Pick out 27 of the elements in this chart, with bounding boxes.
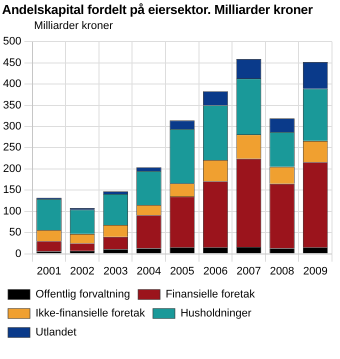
legend-label: Husholdninger xyxy=(180,308,252,320)
y-tick-label: 150 xyxy=(2,184,22,196)
x-tick-label: 2003 xyxy=(103,265,128,278)
chart-title: Andelskapital fordelt på eiersektor. Milliarder kroner xyxy=(1,1,314,17)
y-axis-title: Milliarder kroner xyxy=(34,20,114,32)
x-tick-label: 2002 xyxy=(70,265,95,278)
legend-label: Offentlig forvaltning xyxy=(36,288,130,301)
y-tick-label: 0 xyxy=(15,248,22,260)
legend-label: Ikke-finansielle foretak xyxy=(36,308,146,320)
y-tick-label: 250 xyxy=(2,142,22,154)
y-tick-label: 400 xyxy=(2,78,22,90)
x-tick-label: 2009 xyxy=(303,265,328,278)
y-tick-label: 200 xyxy=(2,162,22,175)
y-tick-label: 50 xyxy=(9,226,22,239)
x-tick-label: 2004 xyxy=(136,265,162,278)
x-tick-label: 2007 xyxy=(236,265,262,278)
y-tick-label: 450 xyxy=(2,56,22,69)
legend-label: Finansielle foretak xyxy=(166,288,256,301)
y-tick-label: 300 xyxy=(2,120,22,133)
x-tick-label: 2005 xyxy=(170,265,194,278)
y-tick-label: 500 xyxy=(2,36,22,48)
y-tick-label: 350 xyxy=(2,99,22,112)
x-tick-label: 2006 xyxy=(203,265,228,278)
legend-label: Utlandet xyxy=(36,326,76,339)
y-tick-label: 100 xyxy=(2,205,22,218)
x-tick-label: 2001 xyxy=(36,265,62,278)
x-tick-label: 2008 xyxy=(270,265,294,278)
